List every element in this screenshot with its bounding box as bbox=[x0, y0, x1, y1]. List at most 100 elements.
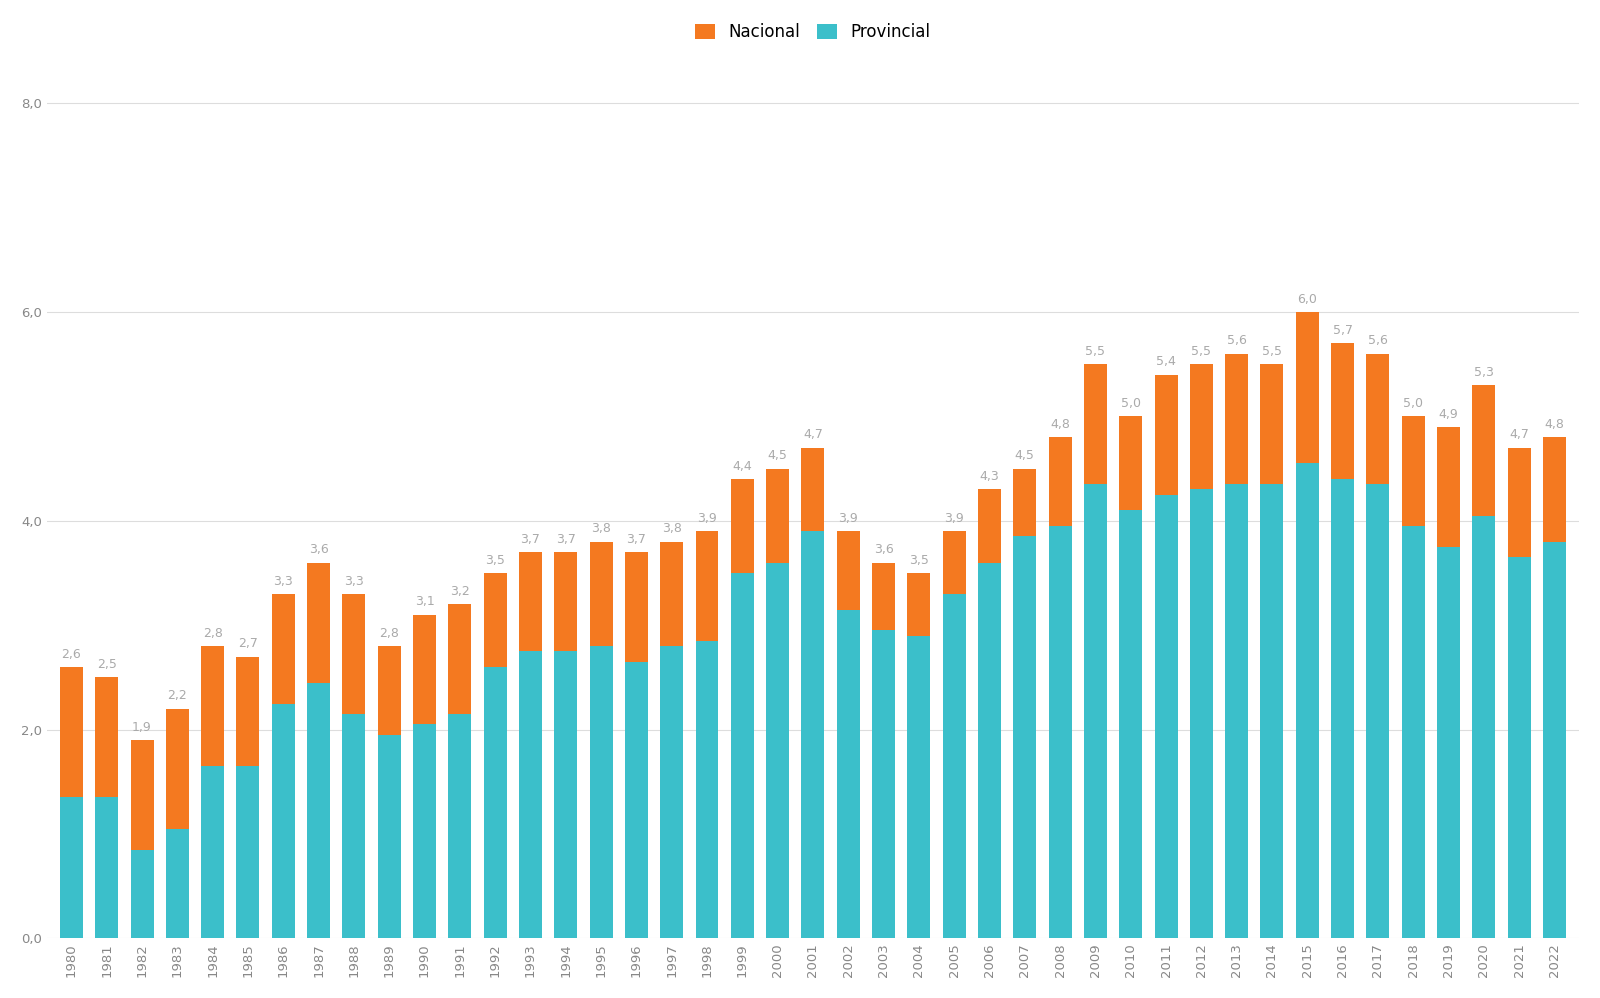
Bar bbox=[1083, 484, 1107, 938]
Text: 4,5: 4,5 bbox=[768, 449, 787, 462]
Bar bbox=[1155, 495, 1178, 938]
Bar bbox=[837, 531, 859, 610]
Bar bbox=[661, 542, 683, 646]
Bar bbox=[448, 714, 472, 938]
Bar bbox=[307, 563, 330, 683]
Bar bbox=[1261, 484, 1283, 938]
Bar bbox=[802, 448, 824, 531]
Legend: Nacional, Provincial: Nacional, Provincial bbox=[686, 15, 939, 50]
Text: 4,8: 4,8 bbox=[1050, 418, 1070, 431]
Bar bbox=[1437, 427, 1459, 547]
Bar bbox=[166, 828, 189, 938]
Bar bbox=[554, 552, 578, 652]
Bar bbox=[1190, 489, 1213, 938]
Bar bbox=[1155, 374, 1178, 495]
Bar bbox=[1402, 526, 1424, 938]
Bar bbox=[942, 594, 966, 938]
Bar bbox=[907, 573, 930, 636]
Bar bbox=[696, 531, 718, 641]
Bar bbox=[1402, 416, 1424, 526]
Text: 4,7: 4,7 bbox=[1509, 428, 1530, 441]
Text: 3,3: 3,3 bbox=[274, 575, 293, 588]
Bar bbox=[378, 646, 400, 735]
Text: 3,3: 3,3 bbox=[344, 575, 363, 588]
Bar bbox=[978, 563, 1002, 938]
Bar bbox=[1507, 448, 1531, 557]
Bar bbox=[1226, 484, 1248, 938]
Text: 6,0: 6,0 bbox=[1298, 292, 1317, 305]
Text: 4,8: 4,8 bbox=[1544, 418, 1565, 431]
Bar bbox=[589, 646, 613, 938]
Text: 3,6: 3,6 bbox=[874, 543, 893, 556]
Bar bbox=[518, 552, 542, 652]
Bar bbox=[166, 709, 189, 828]
Text: 2,6: 2,6 bbox=[61, 648, 82, 661]
Text: 3,9: 3,9 bbox=[698, 512, 717, 525]
Text: 5,6: 5,6 bbox=[1227, 334, 1246, 347]
Bar bbox=[766, 563, 789, 938]
Text: 5,6: 5,6 bbox=[1368, 334, 1387, 347]
Text: 5,0: 5,0 bbox=[1120, 397, 1141, 410]
Bar bbox=[483, 573, 507, 667]
Bar bbox=[342, 594, 365, 714]
Bar bbox=[942, 531, 966, 594]
Text: 3,9: 3,9 bbox=[944, 512, 965, 525]
Bar bbox=[518, 652, 542, 938]
Bar bbox=[1296, 312, 1318, 463]
Bar bbox=[237, 657, 259, 766]
Bar bbox=[1190, 364, 1213, 489]
Bar bbox=[59, 667, 83, 797]
Text: 2,2: 2,2 bbox=[168, 690, 187, 703]
Bar bbox=[59, 797, 83, 938]
Text: 2,7: 2,7 bbox=[238, 638, 258, 651]
Text: 5,5: 5,5 bbox=[1085, 345, 1106, 358]
Bar bbox=[378, 735, 400, 938]
Text: 5,5: 5,5 bbox=[1262, 345, 1282, 358]
Bar bbox=[1437, 547, 1459, 938]
Bar bbox=[413, 725, 435, 938]
Bar bbox=[661, 646, 683, 938]
Text: 3,5: 3,5 bbox=[909, 554, 928, 567]
Bar bbox=[626, 552, 648, 662]
Bar bbox=[696, 641, 718, 938]
Bar bbox=[483, 667, 507, 938]
Bar bbox=[272, 704, 294, 938]
Bar bbox=[1048, 437, 1072, 526]
Bar bbox=[96, 678, 118, 797]
Bar bbox=[837, 610, 859, 938]
Bar bbox=[413, 615, 435, 725]
Bar bbox=[766, 469, 789, 563]
Bar bbox=[554, 652, 578, 938]
Text: 2,8: 2,8 bbox=[203, 627, 222, 640]
Text: 4,5: 4,5 bbox=[1014, 449, 1035, 462]
Bar bbox=[1013, 469, 1037, 537]
Bar bbox=[237, 766, 259, 938]
Bar bbox=[96, 797, 118, 938]
Bar bbox=[131, 741, 154, 849]
Bar bbox=[978, 489, 1002, 563]
Bar bbox=[907, 636, 930, 938]
Bar bbox=[1542, 542, 1566, 938]
Bar bbox=[626, 662, 648, 938]
Text: 3,6: 3,6 bbox=[309, 543, 328, 556]
Bar bbox=[1472, 516, 1496, 938]
Bar bbox=[1472, 385, 1496, 516]
Text: 5,3: 5,3 bbox=[1474, 366, 1494, 379]
Bar bbox=[1226, 353, 1248, 484]
Text: 3,9: 3,9 bbox=[838, 512, 858, 525]
Bar bbox=[272, 594, 294, 704]
Bar bbox=[131, 849, 154, 938]
Bar bbox=[589, 542, 613, 646]
Text: 5,7: 5,7 bbox=[1333, 324, 1352, 337]
Text: 4,3: 4,3 bbox=[979, 470, 1000, 483]
Bar bbox=[731, 479, 754, 573]
Bar bbox=[1331, 343, 1354, 479]
Bar bbox=[1366, 353, 1389, 484]
Text: 3,7: 3,7 bbox=[555, 533, 576, 546]
Text: 2,5: 2,5 bbox=[96, 658, 117, 671]
Text: 3,5: 3,5 bbox=[485, 554, 506, 567]
Text: 4,4: 4,4 bbox=[733, 460, 752, 473]
Text: 3,7: 3,7 bbox=[627, 533, 646, 546]
Text: 3,8: 3,8 bbox=[590, 522, 611, 535]
Text: 3,1: 3,1 bbox=[414, 596, 434, 609]
